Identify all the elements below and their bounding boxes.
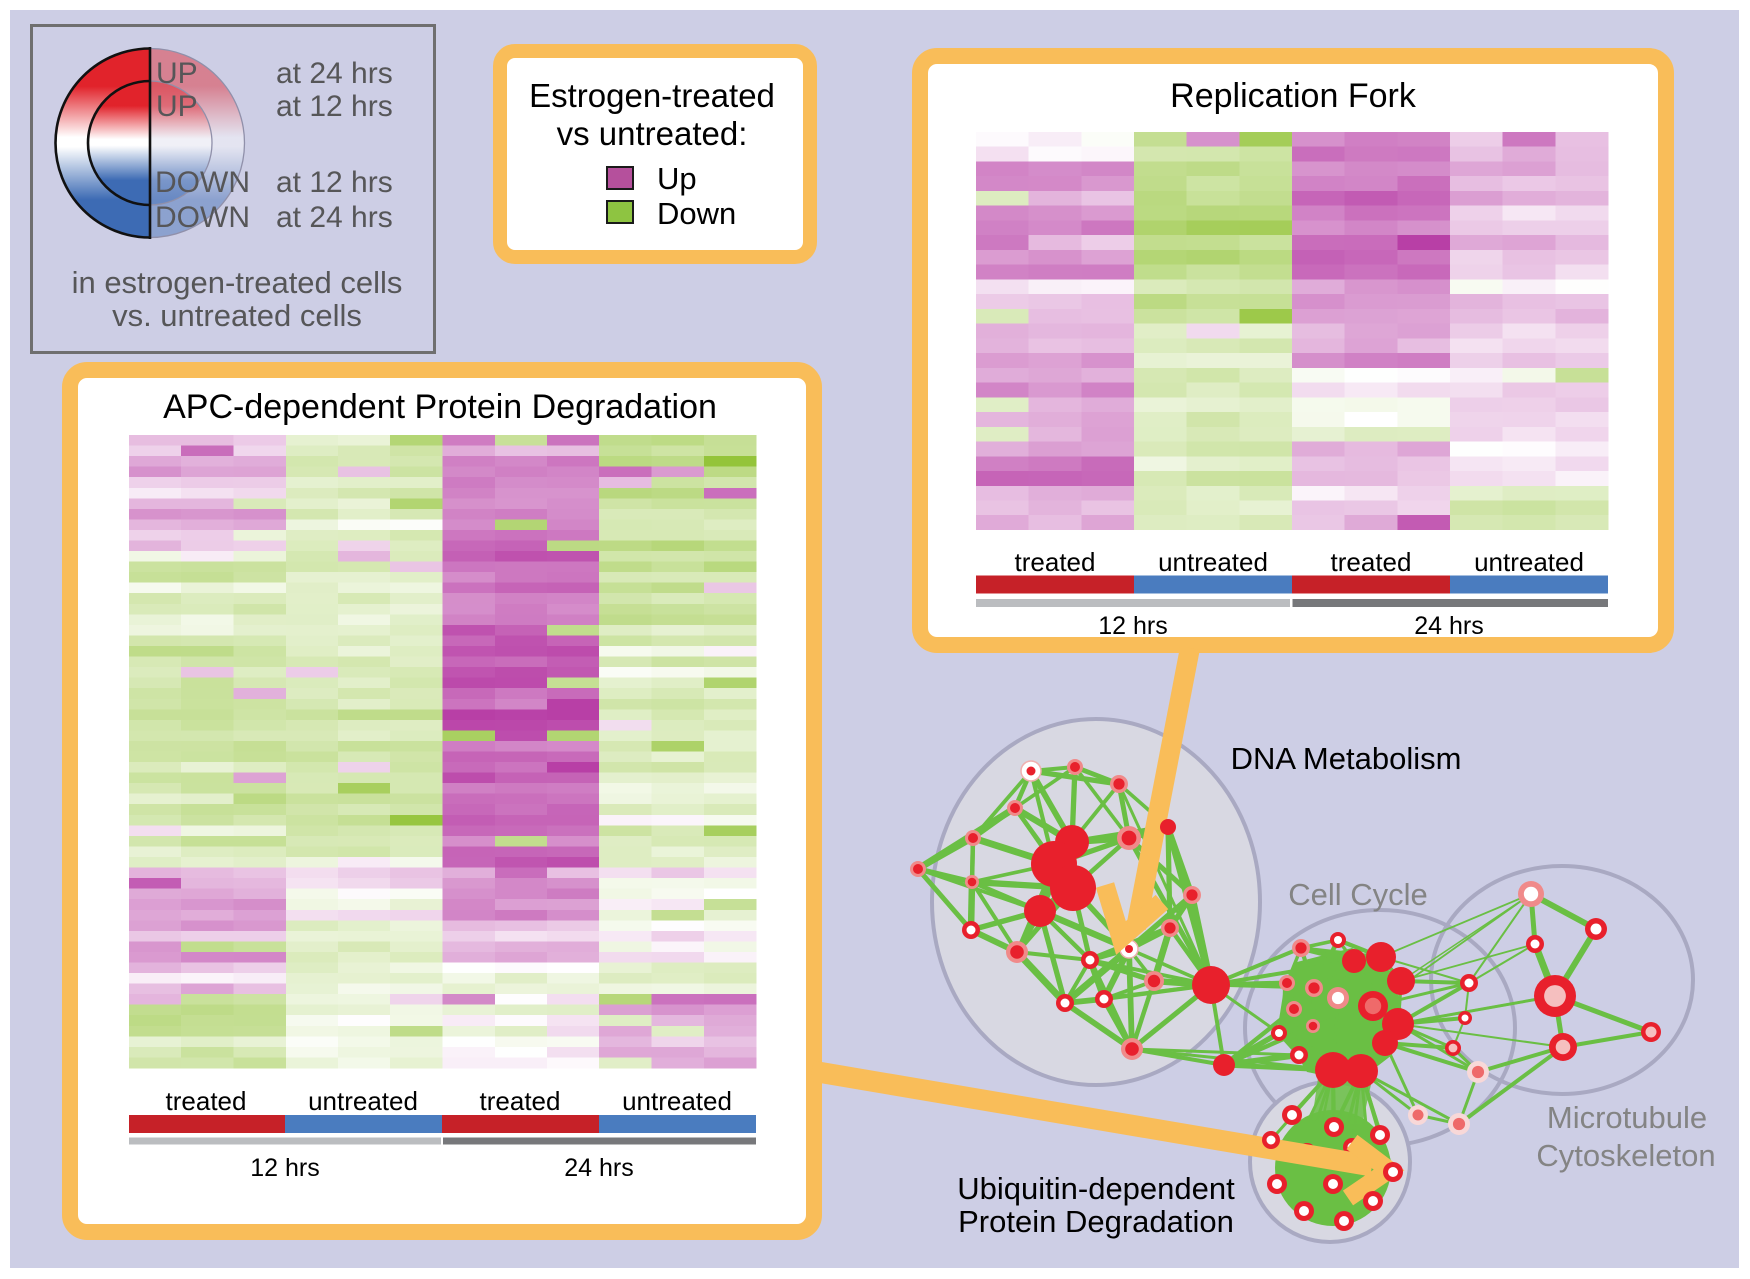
svg-text:Up: Up [657,161,697,196]
svg-text:Down: Down [657,196,736,231]
svg-text:12 hrs: 12 hrs [250,1154,319,1182]
svg-text:DOWN: DOWN [155,201,250,234]
svg-text:APC-dependent Protein Degradat: APC-dependent Protein Degradation [163,388,717,426]
svg-text:at 12 hrs: at 12 hrs [276,166,393,199]
svg-text:12 hrs: 12 hrs [1098,612,1167,640]
svg-text:Estrogen-treated: Estrogen-treated [529,77,775,114]
svg-text:in estrogen-treated cells: in estrogen-treated cells [72,265,403,300]
svg-text:UP: UP [156,90,198,123]
svg-text:untreated: untreated [1158,547,1268,577]
svg-text:Cytoskeleton: Cytoskeleton [1536,1138,1715,1173]
svg-text:Protein Degradation: Protein Degradation [958,1204,1234,1239]
svg-text:DOWN: DOWN [155,166,250,199]
svg-text:untreated: untreated [1474,547,1584,577]
svg-text:DNA Metabolism: DNA Metabolism [1231,741,1462,776]
svg-text:Ubiquitin-dependent: Ubiquitin-dependent [957,1171,1235,1206]
svg-text:vs untreated:: vs untreated: [557,115,748,152]
svg-text:24 hrs: 24 hrs [564,1154,633,1182]
svg-text:untreated: untreated [308,1086,418,1116]
svg-text:at 24 hrs: at 24 hrs [276,201,393,234]
svg-text:treated: treated [1331,547,1412,577]
svg-text:untreated: untreated [622,1086,732,1116]
svg-text:24 hrs: 24 hrs [1414,612,1483,640]
svg-text:treated: treated [166,1086,247,1116]
svg-text:treated: treated [1015,547,1096,577]
svg-text:Microtubule: Microtubule [1547,1100,1707,1135]
svg-text:treated: treated [480,1086,561,1116]
svg-text:vs. untreated cells: vs. untreated cells [112,298,362,333]
svg-text:UP: UP [156,57,198,90]
svg-text:Cell Cycle: Cell Cycle [1288,877,1428,912]
svg-text:at 12 hrs: at 12 hrs [276,90,393,123]
svg-text:Replication Fork: Replication Fork [1170,77,1417,115]
svg-text:at 24 hrs: at 24 hrs [276,57,393,90]
